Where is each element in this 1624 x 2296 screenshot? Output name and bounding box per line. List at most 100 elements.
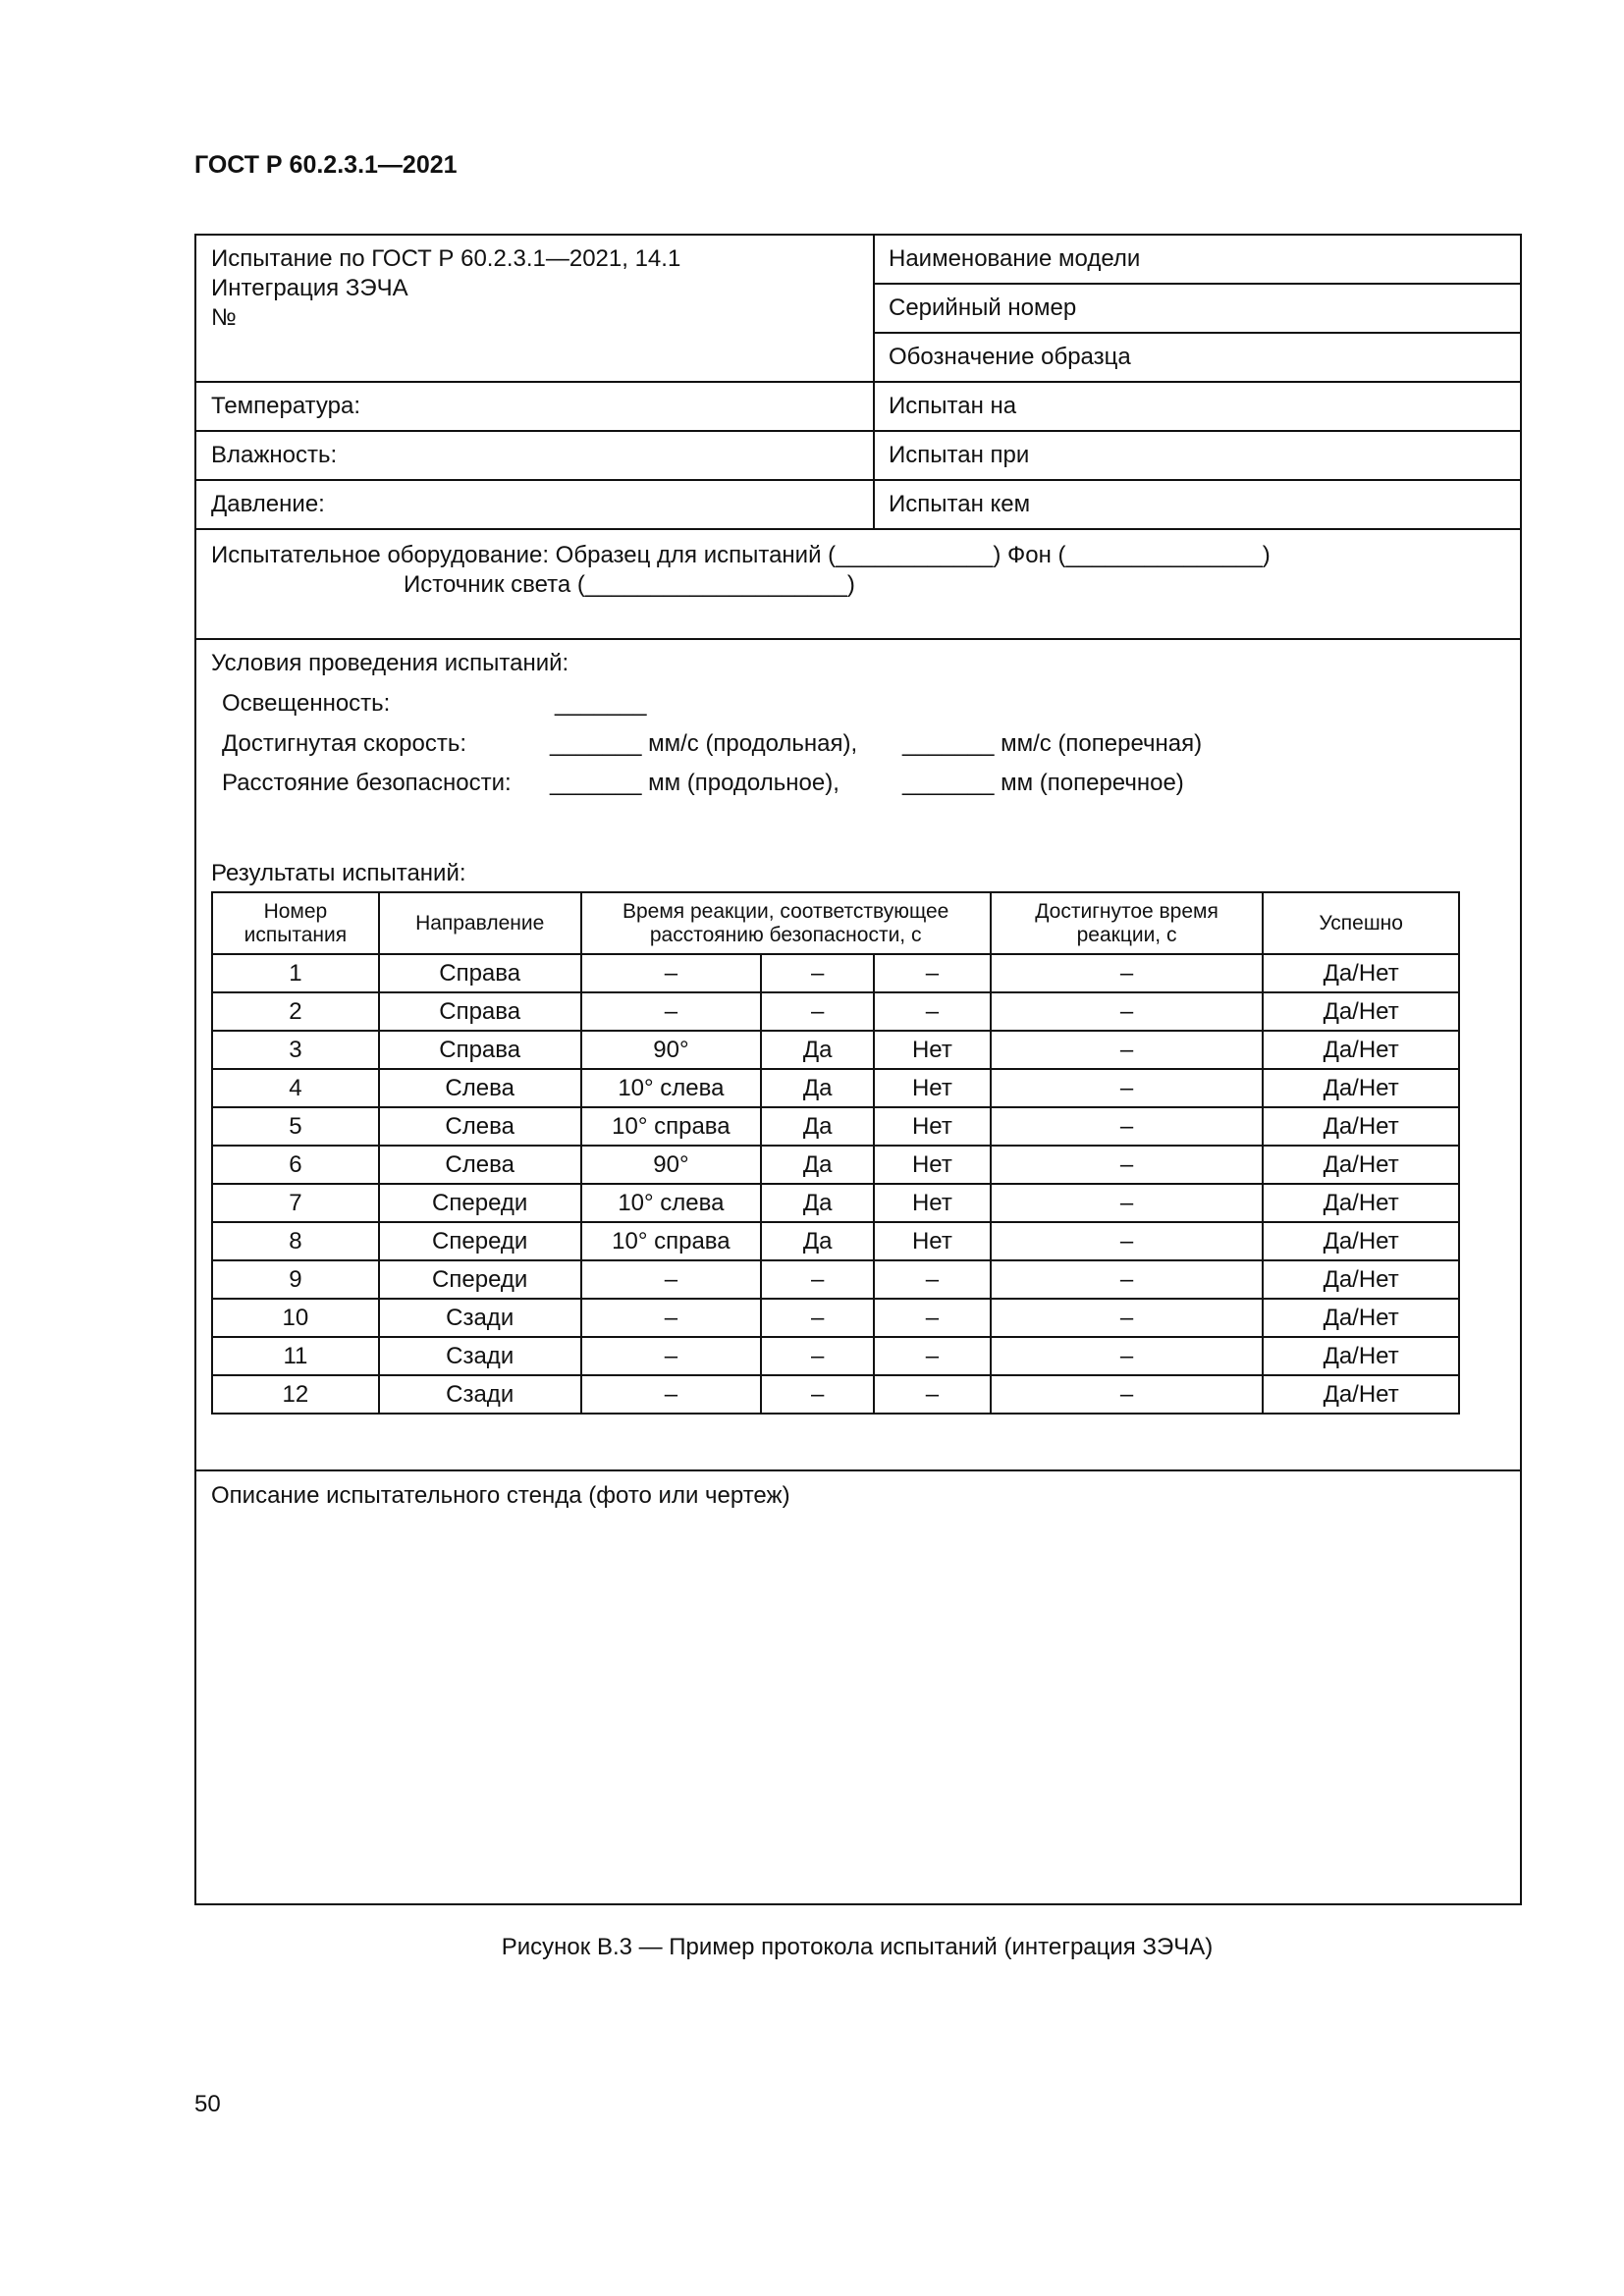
table-cell: Сзади	[377, 1298, 582, 1338]
results-table: Номер испытания Направление Время реакци…	[211, 891, 1460, 1415]
table-row: 2 Справа – – – – Да/Нет	[211, 991, 1460, 1032]
table-row: 8 Спереди 10° справа Да Нет – Да/Нет	[211, 1221, 1460, 1261]
serial-number-field[interactable]: Серийный номер	[889, 294, 1077, 321]
column-header: Номер испытания	[211, 891, 380, 955]
table-cell: Нет	[873, 1068, 992, 1108]
illumination-blank[interactable]: _______	[555, 690, 647, 717]
table-cell: Спереди	[377, 1221, 582, 1261]
table-cell[interactable]: Да/Нет	[1262, 1259, 1460, 1300]
page-number: 50	[194, 2091, 221, 2117]
table-cell: 7	[211, 1183, 380, 1223]
table-row: 9 Спереди – – – – Да/Нет	[211, 1259, 1460, 1300]
column-header: Время реакции, соответствующее расстояни…	[579, 891, 992, 955]
table-cell: –	[873, 1259, 992, 1300]
table-cell: –	[579, 1259, 763, 1300]
table-cell: 90°	[579, 1145, 763, 1185]
table-cell: 1	[211, 953, 380, 993]
table-cell: Нет	[873, 1106, 992, 1147]
table-cell: –	[760, 1374, 875, 1415]
table-cell: –	[989, 1183, 1265, 1223]
table-row: 4 Слева 10° слева Да Нет – Да/Нет	[211, 1068, 1460, 1108]
table-cell[interactable]: Да/Нет	[1262, 1030, 1460, 1070]
table-cell: Слева	[377, 1106, 582, 1147]
table-cell: 8	[211, 1221, 380, 1261]
table-cell: –	[579, 1336, 763, 1376]
table-cell: 3	[211, 1030, 380, 1070]
table-cell: Да	[760, 1183, 875, 1223]
table-cell: –	[873, 953, 992, 993]
temperature-field[interactable]: Температура:	[211, 393, 361, 419]
table-cell: –	[760, 953, 875, 993]
humidity-field[interactable]: Влажность:	[211, 442, 338, 468]
illumination-label: Освещенность:	[222, 690, 391, 717]
table-cell[interactable]: Да/Нет	[1262, 1106, 1460, 1147]
distance-label: Расстояние безопасности:	[222, 770, 512, 796]
table-cell[interactable]: Да/Нет	[1262, 1336, 1460, 1376]
speed-longitudinal[interactable]: _______ мм/с (продольная),	[550, 730, 858, 757]
table-row: 7 Спереди 10° слева Да Нет – Да/Нет	[211, 1183, 1460, 1223]
tested-at-field[interactable]: Испытан при	[889, 442, 1030, 468]
table-row: 12 Сзади – – – – Да/Нет	[211, 1374, 1460, 1415]
table-cell: –	[760, 1336, 875, 1376]
table-cell: Слева	[377, 1145, 582, 1185]
table-cell: 10° слева	[579, 1183, 763, 1223]
table-cell[interactable]: Да/Нет	[1262, 1221, 1460, 1261]
table-cell: –	[760, 1298, 875, 1338]
divider	[194, 1469, 1521, 1471]
results-title: Результаты испытаний:	[211, 860, 466, 886]
figure-caption: Рисунок В.3 — Пример протокола испытаний…	[501, 1934, 1214, 1960]
distance-longitudinal[interactable]: _______ мм (продольное),	[550, 770, 839, 796]
test-reference: Испытание по ГОСТ Р 60.2.3.1—2021, 14.1	[211, 245, 681, 272]
table-cell: –	[873, 991, 992, 1032]
divider	[194, 528, 1521, 530]
table-cell: 10° справа	[579, 1221, 763, 1261]
table-cell: Спереди	[377, 1183, 582, 1223]
divider	[194, 381, 1521, 383]
tested-by-field[interactable]: Испытан кем	[889, 491, 1031, 517]
equipment-line: Испытательное оборудование: Образец для …	[211, 542, 1271, 568]
table-cell: –	[579, 1374, 763, 1415]
table-cell[interactable]: Да/Нет	[1262, 1183, 1460, 1223]
table-cell: –	[989, 991, 1265, 1032]
table-cell: Справа	[377, 1030, 582, 1070]
table-cell: Справа	[377, 953, 582, 993]
pressure-field[interactable]: Давление:	[211, 491, 325, 517]
table-cell: Нет	[873, 1183, 992, 1223]
table-cell[interactable]: Да/Нет	[1262, 1068, 1460, 1108]
table-cell[interactable]: Да/Нет	[1262, 991, 1460, 1032]
table-cell: Сзади	[377, 1336, 582, 1376]
table-cell[interactable]: Да/Нет	[1262, 1145, 1460, 1185]
table-cell: 10° справа	[579, 1106, 763, 1147]
tested-on-field[interactable]: Испытан на	[889, 393, 1017, 419]
table-cell: 6	[211, 1145, 380, 1185]
table-cell: Сзади	[377, 1374, 582, 1415]
speed-transverse[interactable]: _______ мм/с (поперечная)	[902, 730, 1203, 757]
table-cell: –	[579, 991, 763, 1032]
table-cell: –	[873, 1374, 992, 1415]
table-cell: Да	[760, 1106, 875, 1147]
table-row: 5 Слева 10° справа Да Нет – Да/Нет	[211, 1106, 1460, 1147]
table-cell: –	[989, 953, 1265, 993]
table-cell: 90°	[579, 1030, 763, 1070]
table-cell: Да	[760, 1030, 875, 1070]
distance-transverse[interactable]: _______ мм (поперечное)	[902, 770, 1184, 796]
sample-id-field[interactable]: Обозначение образца	[889, 344, 1131, 370]
table-cell: Нет	[873, 1145, 992, 1185]
table-cell[interactable]: Да/Нет	[1262, 1298, 1460, 1338]
column-header: Успешно	[1262, 891, 1460, 955]
table-cell: –	[989, 1068, 1265, 1108]
table-cell[interactable]: Да/Нет	[1262, 953, 1460, 993]
table-cell: 2	[211, 991, 380, 1032]
divider	[194, 638, 1521, 640]
divider	[873, 332, 1521, 334]
table-row: 10 Сзади – – – – Да/Нет	[211, 1298, 1460, 1338]
table-cell: Спереди	[377, 1259, 582, 1300]
table-cell: –	[873, 1298, 992, 1338]
table-row: 1 Справа – – – – Да/Нет	[211, 953, 1460, 993]
table-cell[interactable]: Да/Нет	[1262, 1374, 1460, 1415]
table-row: 3 Справа 90° Да Нет – Да/Нет	[211, 1030, 1460, 1070]
table-cell: Нет	[873, 1221, 992, 1261]
model-name-field[interactable]: Наименование модели	[889, 245, 1141, 272]
table-cell: Слева	[377, 1068, 582, 1108]
table-cell: Справа	[377, 991, 582, 1032]
